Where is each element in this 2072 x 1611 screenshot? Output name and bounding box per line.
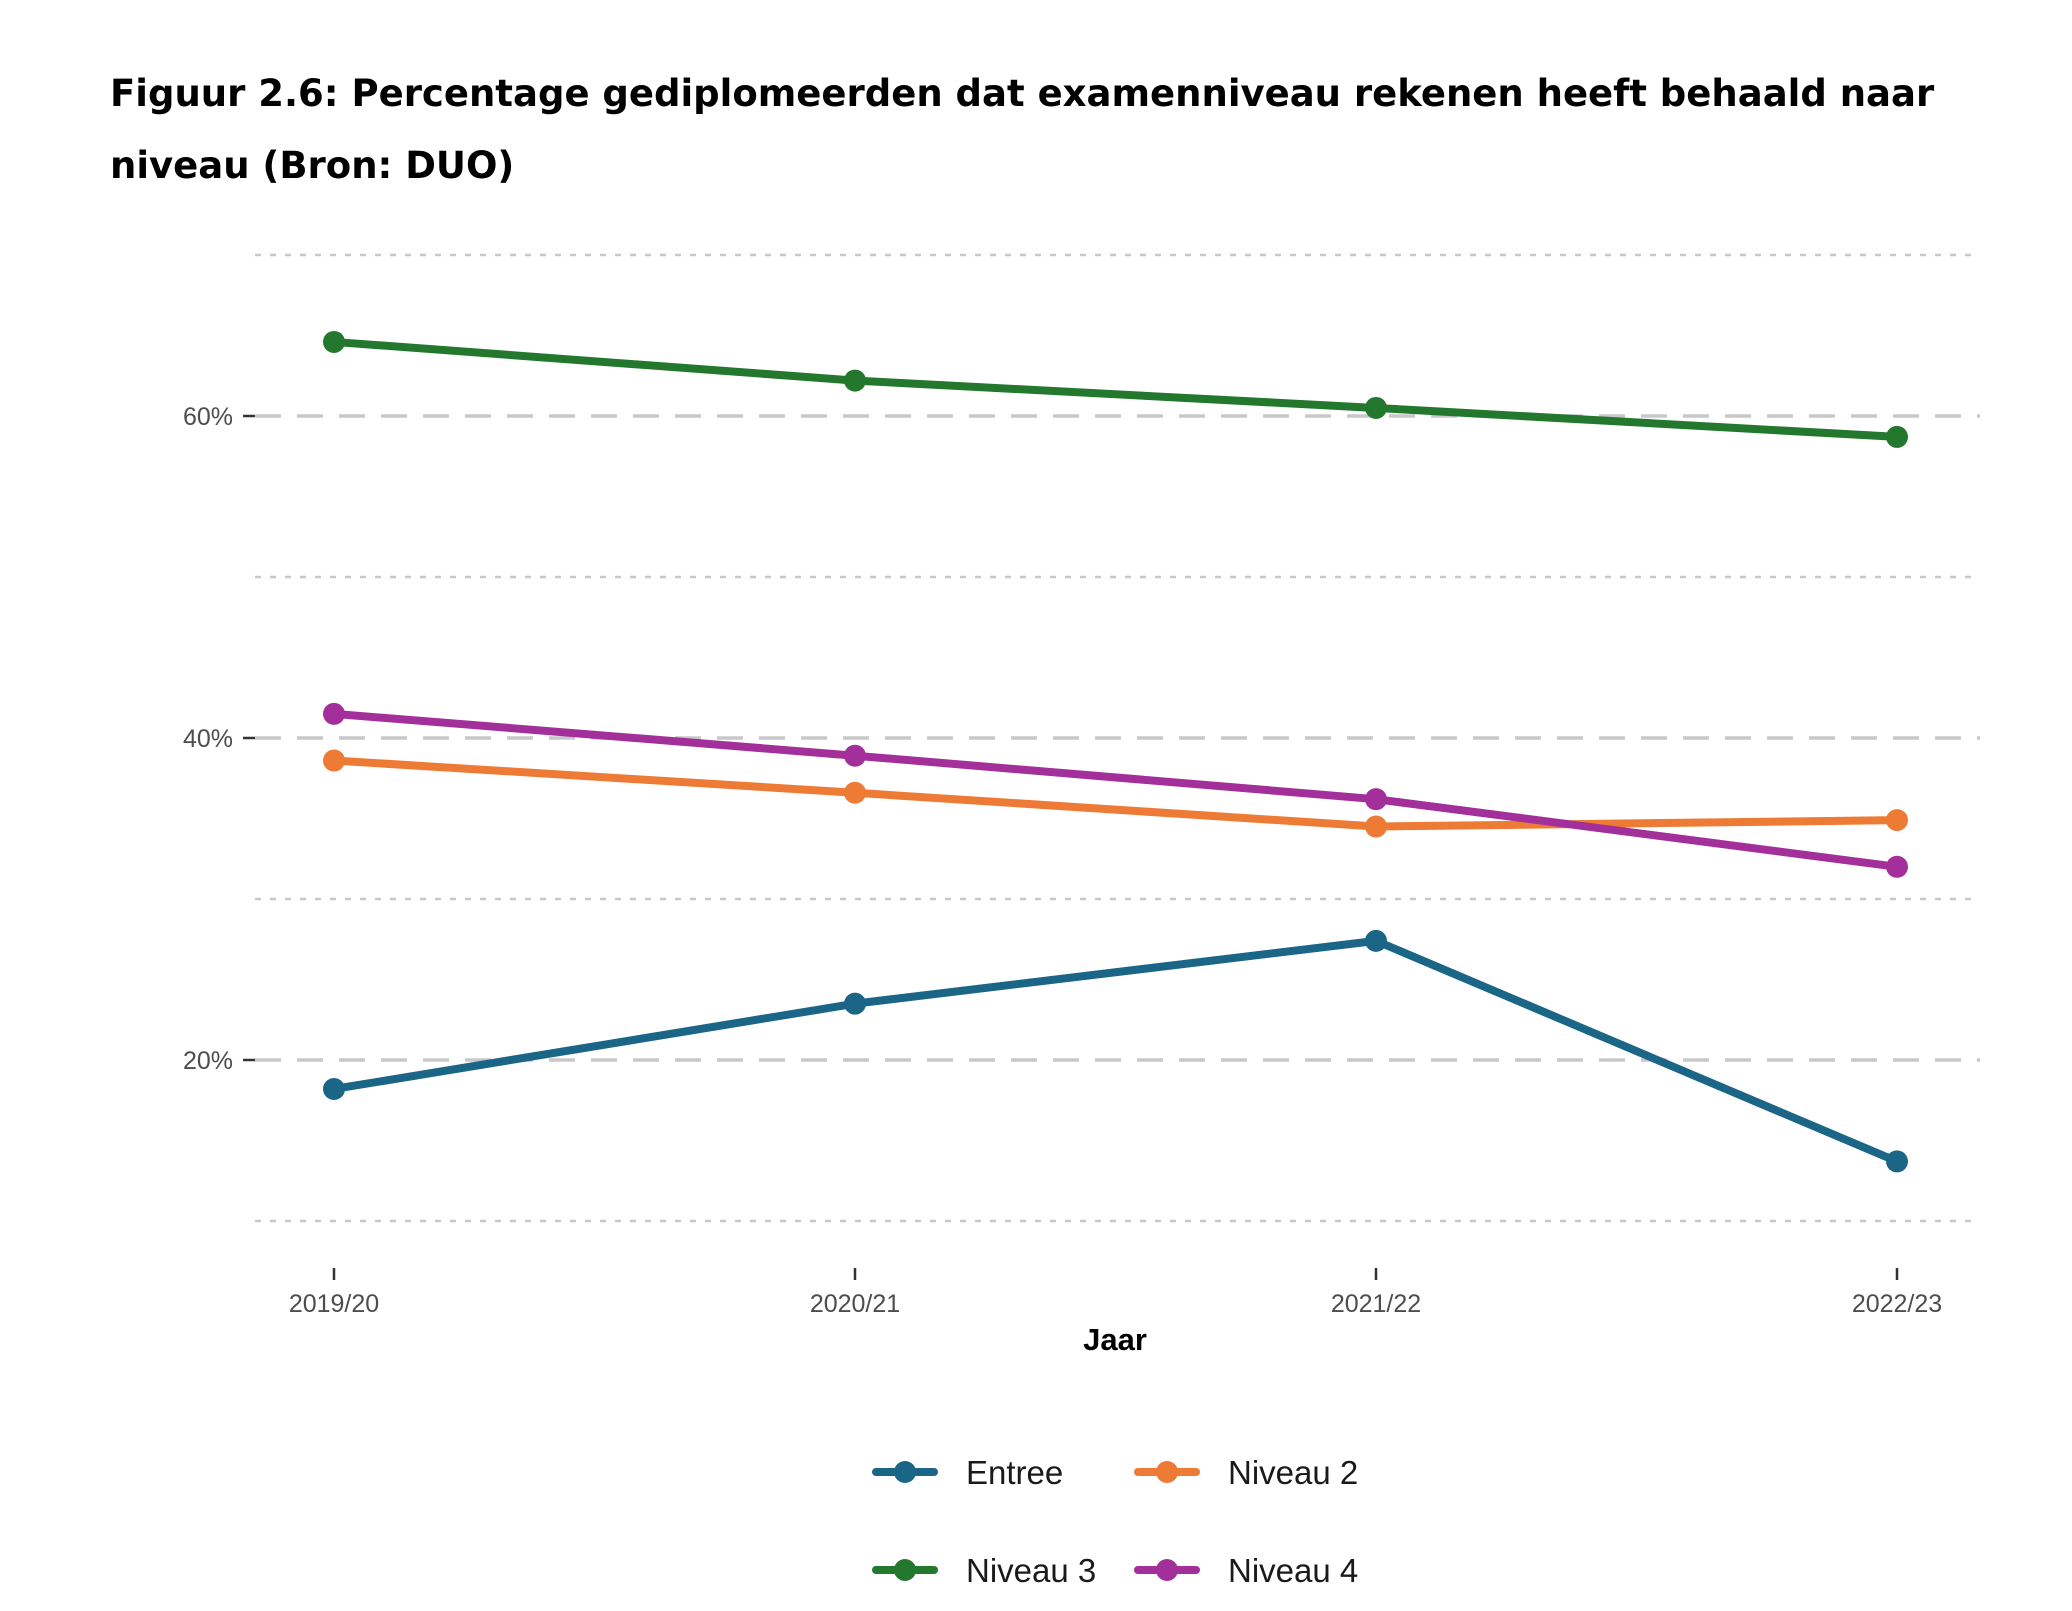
data-point-niveau-4 xyxy=(844,744,866,767)
x-axis-title: Jaar xyxy=(1083,1322,1147,1357)
gridlines xyxy=(255,253,1980,1223)
legend-label: Niveau 4 xyxy=(1228,1552,1358,1589)
y-tick-label: 60% xyxy=(183,403,233,431)
data-point-niveau-2 xyxy=(323,749,345,772)
series-entree xyxy=(323,929,1908,1173)
data-point-niveau-2 xyxy=(844,781,866,804)
data-point-niveau-4 xyxy=(1886,855,1908,878)
legend-key-marker xyxy=(1156,1461,1178,1483)
legend-key-marker xyxy=(894,1461,916,1483)
series-niveau-4 xyxy=(323,702,1908,878)
legend-label: Niveau 2 xyxy=(1228,1454,1358,1491)
data-point-niveau-4 xyxy=(323,702,345,725)
legend-key-marker xyxy=(894,1559,916,1581)
y-tick-label: 20% xyxy=(183,1047,233,1075)
data-point-niveau-4 xyxy=(1365,788,1387,811)
legend-item-niveau-2: Niveau 2 xyxy=(1134,1454,1358,1491)
x-tick-label: 2022/23 xyxy=(1852,1290,1942,1318)
y-tick-label: 40% xyxy=(183,725,233,753)
data-point-entree xyxy=(844,992,866,1015)
legend-key-marker xyxy=(1156,1559,1178,1581)
series-niveau-2 xyxy=(323,749,1908,838)
data-point-niveau-2 xyxy=(1365,815,1387,838)
data-point-entree xyxy=(323,1077,345,1100)
data-point-entree xyxy=(1365,929,1387,952)
series-line-entree xyxy=(330,936,1901,1166)
data-point-niveau-3 xyxy=(323,330,345,353)
legend: Entree Niveau 2 Niveau 3 Niveau 4 xyxy=(872,1454,1358,1589)
series-line-niveau-3 xyxy=(330,337,1901,441)
x-tick-label: 2021/22 xyxy=(1331,1290,1421,1318)
y-axis: 20% 40% 60% xyxy=(183,403,255,1075)
x-tick-label: 2020/21 xyxy=(810,1290,900,1318)
data-point-niveau-3 xyxy=(1365,396,1387,419)
series-line-niveau-2 xyxy=(330,756,1901,831)
legend-item-entree: Entree xyxy=(872,1454,1063,1491)
figure-caption: Figuur 2.6: Percentage gediplomeerden da… xyxy=(110,72,1935,187)
x-axis: 2019/20 2020/21 2021/22 2022/23 xyxy=(289,1268,1942,1318)
series-line-niveau-4 xyxy=(330,709,1901,871)
legend-label: Niveau 3 xyxy=(966,1552,1096,1589)
data-point-entree xyxy=(1886,1150,1908,1173)
data-point-niveau-3 xyxy=(844,369,866,392)
series-niveau-3 xyxy=(323,330,1908,448)
data-point-niveau-2 xyxy=(1886,809,1908,832)
legend-item-niveau-3: Niveau 3 xyxy=(872,1552,1096,1589)
x-tick-label: 2019/20 xyxy=(289,1290,379,1318)
data-point-niveau-3 xyxy=(1886,425,1908,448)
series-lines xyxy=(323,330,1908,1173)
legend-item-niveau-4: Niveau 4 xyxy=(1134,1552,1358,1589)
legend-label: Entree xyxy=(966,1454,1063,1491)
